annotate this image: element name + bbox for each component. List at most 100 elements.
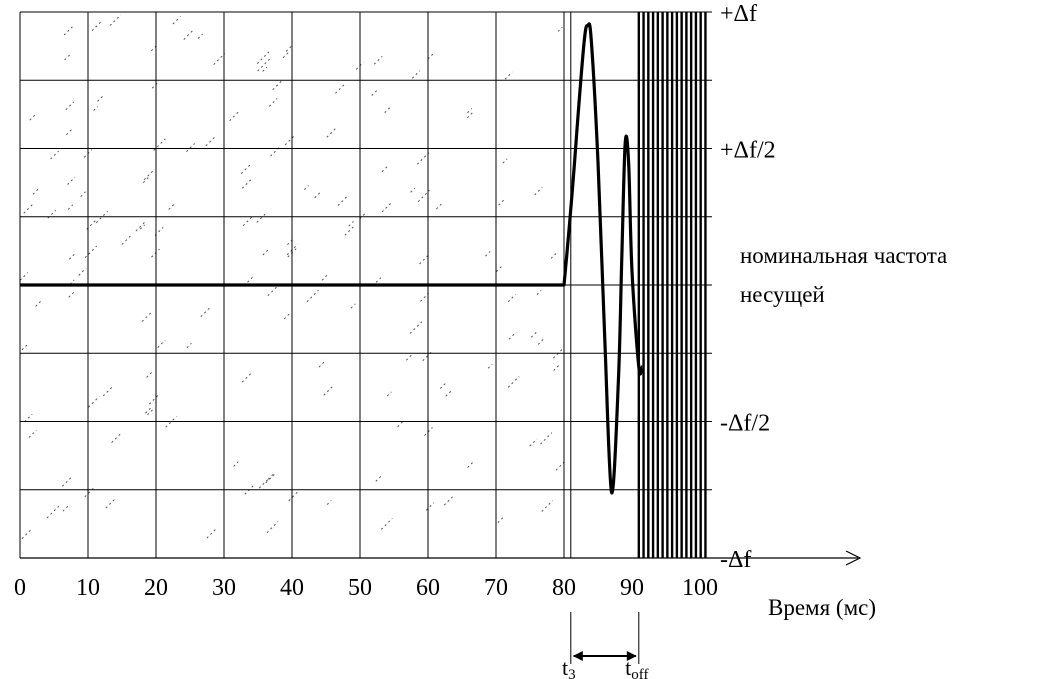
hatch-stroke: [145, 406, 153, 414]
hatch-stroke: [147, 409, 153, 416]
hatch-stroke: [233, 461, 239, 467]
hatch-stroke: [397, 421, 403, 428]
hatch-stroke: [243, 275, 254, 287]
annotation-line-1: номинальная частота: [740, 243, 947, 268]
hatch-stroke: [97, 94, 105, 102]
hatch-stroke: [326, 128, 336, 138]
hatch-stroke: [443, 496, 453, 506]
hatch-stroke: [19, 272, 29, 281]
hatch-stroke: [67, 204, 74, 210]
hatch-stroke: [288, 490, 299, 502]
hatch-stroke: [168, 202, 176, 210]
hatch-stroke: [270, 145, 282, 157]
hatch-stroke: [63, 26, 73, 36]
hatch-stroke: [240, 163, 252, 174]
hatch-stroke: [380, 518, 393, 530]
hatch-stroke: [384, 106, 391, 114]
hatch-stroke: [64, 54, 71, 61]
hatch-stroke: [205, 135, 217, 147]
x-tick-label: 50: [348, 575, 372, 601]
hatch-stroke: [285, 44, 293, 52]
hatch-stroke: [267, 474, 274, 480]
x-axis-title: Время (мс): [768, 595, 876, 620]
hatch-stroke: [111, 433, 121, 444]
hatch-stroke: [337, 196, 348, 206]
hatch-stroke: [375, 277, 382, 283]
hatch-stroke: [507, 376, 520, 388]
hatch-stroke: [66, 129, 72, 136]
hatch-stroke: [272, 79, 284, 91]
hatch-stroke: [21, 529, 32, 540]
hatch-stroke: [541, 500, 553, 512]
hatch-stroke: [540, 432, 553, 445]
hatch-stroke: [466, 110, 475, 119]
hatch-stroke: [148, 394, 159, 405]
x-tick-label: 80: [552, 575, 576, 601]
hatch-stroke: [386, 391, 392, 397]
hatch-stroke: [467, 462, 474, 468]
hatch-stroke: [229, 111, 240, 122]
hatch-stroke: [306, 289, 319, 303]
hatch-stroke: [303, 185, 309, 190]
hatch-stroke: [425, 502, 435, 511]
hatch-stroke: [321, 274, 328, 281]
hatch-stroke: [534, 187, 543, 196]
hatch-stroke: [139, 224, 145, 230]
hatch-stroke: [485, 251, 491, 257]
series-layer: [20, 22, 644, 495]
hatch-stroke: [68, 291, 75, 298]
hatch-stroke: [262, 66, 268, 72]
hatch-stroke: [373, 55, 383, 65]
hatch-stroke: [381, 165, 388, 173]
hatch-stroke: [375, 475, 382, 482]
hatch-stroke: [186, 143, 195, 153]
time-markers: t3 toff: [562, 612, 648, 679]
hatch-stroke: [200, 307, 210, 318]
hatch-stroke: [80, 191, 86, 197]
hatch-stroke: [157, 339, 166, 348]
hatch-stroke: [105, 498, 116, 509]
hatch-stroke: [410, 187, 416, 193]
hatch-stroke: [121, 235, 131, 245]
annotation-line-2: несущей: [740, 282, 825, 307]
marker-label: toff: [625, 655, 648, 679]
hatch-texture: [19, 14, 567, 540]
hatch-stroke: [24, 413, 33, 423]
hatch-stroke: [23, 204, 33, 214]
hatch-stroke: [419, 255, 429, 265]
hatch-stroke: [67, 176, 76, 185]
y-level-label: -Δf/2: [720, 411, 770, 437]
hatch-stroke: [282, 50, 291, 59]
hatch-stroke: [555, 459, 567, 471]
hatch-stroke: [265, 473, 275, 484]
hatch-stroke: [314, 192, 321, 199]
hatch-stroke: [241, 177, 254, 189]
x-tick-label: 90: [620, 575, 644, 601]
arrow-head-right: [626, 651, 637, 661]
hatch-stroke: [344, 224, 356, 236]
x-axis-arrow: [845, 550, 862, 566]
hatch-stroke: [439, 382, 447, 389]
hatch-stroke: [146, 371, 153, 378]
hatch-stroke: [497, 515, 506, 523]
hatch-stroke: [416, 152, 430, 165]
y-level-label: -Δf: [720, 547, 751, 573]
hatch-stroke: [32, 187, 41, 195]
hatch-stroke: [91, 20, 103, 32]
hatch-stroke: [268, 98, 278, 107]
hatch-stroke: [536, 289, 542, 295]
hatch-stroke: [529, 438, 538, 447]
marker-label: t3: [562, 655, 576, 679]
hatch-stroke: [256, 51, 270, 65]
hatch-stroke: [257, 58, 270, 72]
x-tick-label: 20: [144, 575, 168, 601]
hatch-stroke: [50, 150, 59, 160]
hatch-stroke: [348, 221, 354, 227]
arrow-head-left: [572, 651, 583, 661]
hatch-stroke: [197, 33, 203, 39]
hatch-stroke: [537, 337, 546, 345]
hatch-stroke: [186, 342, 192, 349]
hatch-stroke: [61, 477, 72, 487]
hatch-stroke: [326, 500, 332, 505]
hatch-stroke: [502, 158, 508, 164]
